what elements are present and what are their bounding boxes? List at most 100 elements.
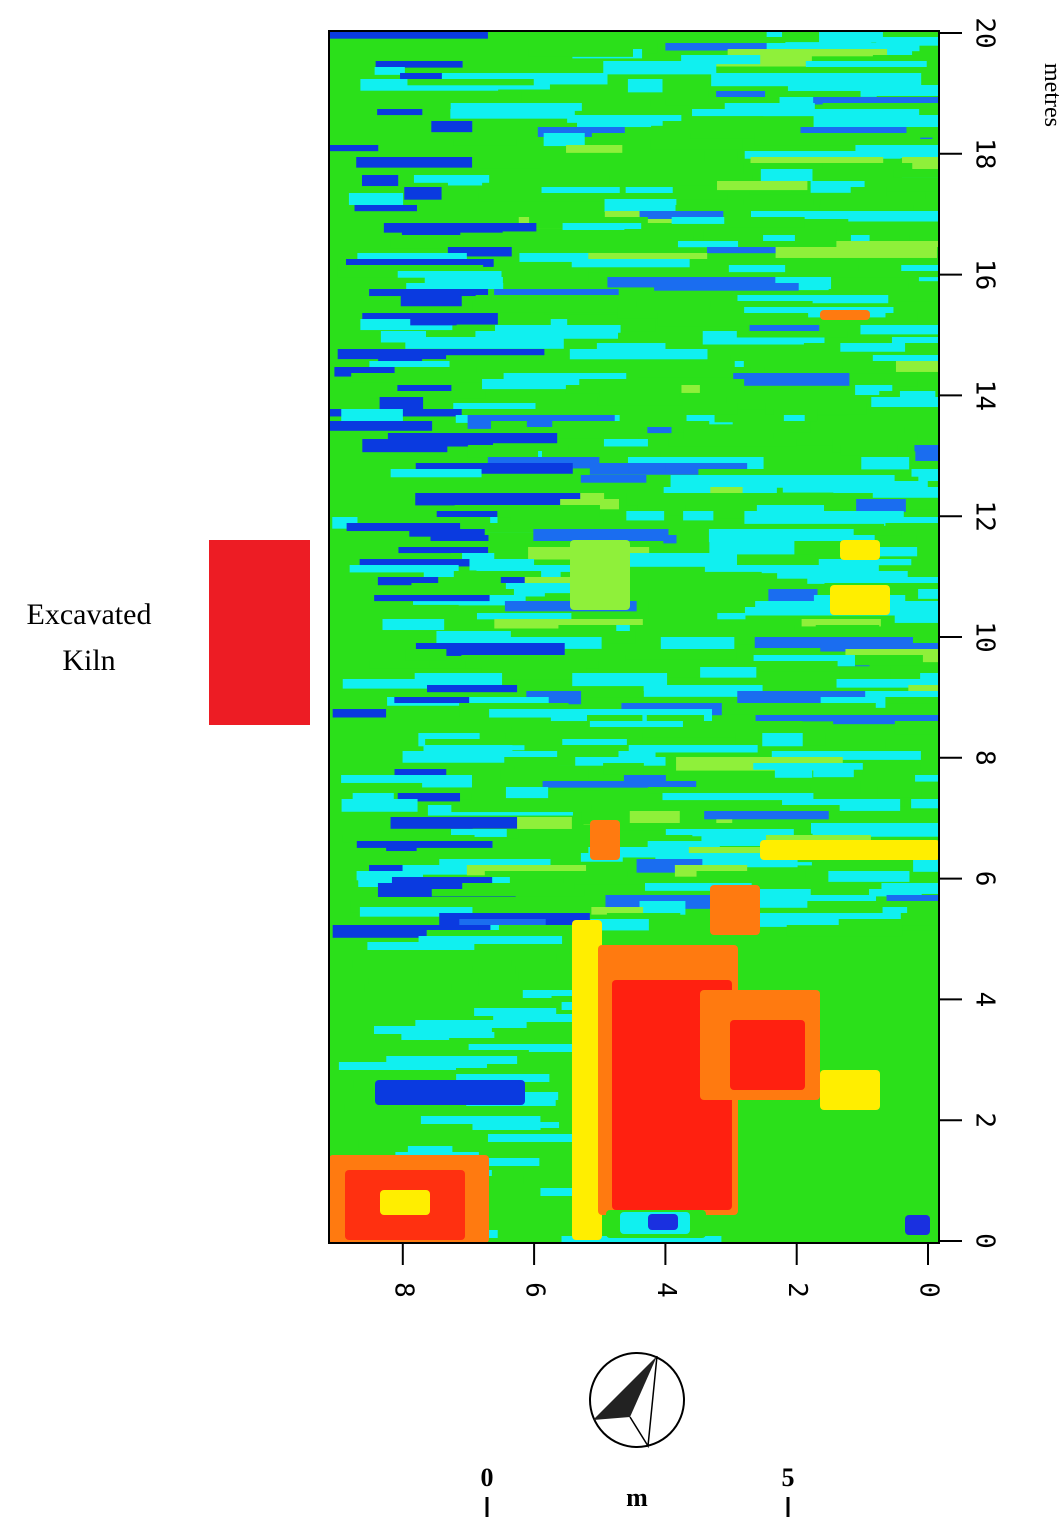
- texture-streak: [472, 301, 637, 313]
- texture-streak: [382, 313, 470, 322]
- texture-streak: [828, 289, 862, 301]
- texture-streak: [462, 553, 495, 563]
- texture-streak: [643, 685, 763, 697]
- texture-streak: [833, 715, 939, 725]
- texture-streak: [895, 361, 939, 372]
- texture-streak: [356, 157, 473, 168]
- texture-streak: [542, 781, 697, 788]
- texture-streak: [481, 667, 587, 680]
- texture-streak: [736, 331, 848, 338]
- texture-streak: [364, 984, 452, 992]
- texture-streak: [476, 613, 608, 620]
- texture-streak: [744, 607, 902, 616]
- texture-streak: [834, 397, 939, 408]
- texture-streak: [640, 667, 701, 678]
- texture-streak: [755, 601, 895, 613]
- texture-streak: [669, 307, 791, 315]
- texture-streak: [915, 775, 939, 782]
- anomaly: [905, 1215, 930, 1235]
- texture-streak: [451, 805, 592, 813]
- texture-streak: [342, 679, 483, 689]
- texture-streak: [897, 151, 939, 158]
- texture-streak: [917, 547, 939, 561]
- texture-streak: [886, 895, 939, 906]
- texture-streak: [407, 79, 534, 86]
- texture-streak: [623, 775, 666, 783]
- texture-streak: [580, 475, 647, 483]
- texture-streak: [588, 847, 689, 858]
- texture-streak: [922, 673, 939, 684]
- anomaly: [572, 920, 602, 1240]
- texture-streak: [639, 211, 724, 219]
- texture-streak: [918, 469, 939, 483]
- texture-streak: [609, 175, 753, 186]
- compass-arrow-outline: [629, 1355, 658, 1449]
- texture-streak: [353, 367, 477, 375]
- texture-streak: [491, 421, 527, 431]
- texture-streak: [810, 181, 865, 193]
- texture-streak: [352, 960, 512, 968]
- texture-streak: [717, 181, 808, 191]
- texture-streak: [341, 409, 403, 423]
- texture-streak: [730, 355, 865, 365]
- texture-streak: [647, 841, 720, 853]
- texture-streak: [493, 1014, 633, 1022]
- texture-streak: [415, 463, 573, 474]
- texture-streak: [380, 331, 426, 343]
- texture-streak: [915, 451, 939, 461]
- texture-streak: [708, 91, 861, 99]
- texture-streak: [638, 805, 790, 817]
- y-tick-label: 20: [970, 17, 1000, 48]
- texture-streak: [604, 199, 677, 213]
- texture-streak: [818, 559, 912, 566]
- texture-streak: [639, 901, 686, 915]
- texture-streak: [562, 223, 642, 231]
- texture-streak: [450, 103, 582, 111]
- texture-streak: [628, 463, 666, 473]
- y-tick-label: 12: [970, 501, 1000, 532]
- texture-streak: [905, 343, 939, 356]
- texture-streak: [644, 883, 752, 891]
- anomaly: [648, 1214, 678, 1230]
- anomaly: [830, 585, 890, 615]
- texture-streak: [617, 307, 710, 319]
- texture-streak: [332, 709, 387, 718]
- texture-streak: [750, 211, 890, 220]
- texture-streak: [692, 109, 855, 117]
- texture-streak: [807, 577, 939, 584]
- y-tick-label: 4: [970, 992, 1000, 1008]
- texture-streak: [755, 715, 900, 722]
- texture-streak: [669, 127, 801, 139]
- texture-streak: [850, 187, 887, 196]
- texture-streak: [662, 793, 814, 801]
- texture-streak: [753, 763, 913, 770]
- texture-streak: [860, 325, 939, 335]
- texture-streak: [925, 193, 939, 203]
- texture-streak: [337, 349, 447, 360]
- texture-streak: [665, 97, 767, 106]
- texture-streak: [862, 763, 932, 775]
- texture-streak: [369, 289, 489, 297]
- scale-unit: m: [626, 1483, 648, 1512]
- texture-streak: [567, 115, 656, 123]
- texture-streak: [861, 457, 910, 470]
- texture-streak: [747, 37, 786, 47]
- texture-streak: [552, 421, 710, 433]
- texture-streak: [369, 361, 450, 372]
- texture-streak: [563, 877, 642, 885]
- texture-streak: [791, 97, 939, 105]
- texture-streak: [359, 907, 473, 917]
- texture-streak: [406, 283, 504, 290]
- texture-streak: [410, 319, 457, 326]
- scale-end: 5: [782, 1463, 795, 1492]
- texture-streak: [500, 769, 589, 779]
- texture-streak: [868, 145, 939, 157]
- texture-streak: [766, 43, 920, 52]
- texture-streak: [521, 427, 648, 439]
- texture-streak: [598, 661, 640, 675]
- texture-streak: [541, 451, 626, 462]
- texture-streak: [618, 835, 693, 843]
- texture-streak: [914, 445, 939, 452]
- texture-streak: [607, 277, 776, 288]
